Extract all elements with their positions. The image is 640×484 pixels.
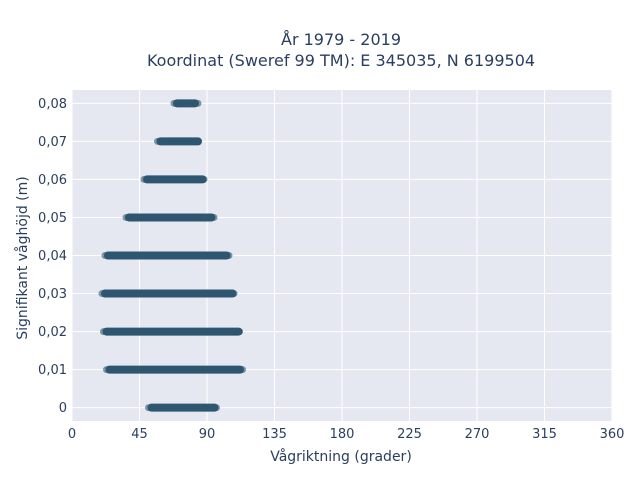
y-tick-label: 0,03 xyxy=(38,287,67,302)
point-band xyxy=(145,403,220,412)
data-point xyxy=(225,252,233,259)
chart-title-line1: År 1979 - 2019 xyxy=(281,30,401,49)
x-tick-label: 270 xyxy=(465,427,490,442)
points-layer xyxy=(98,99,246,412)
x-axis-label: Vågriktning (grader) xyxy=(270,448,412,465)
data-point xyxy=(239,366,246,374)
y-axis-label: Signifikant våghöjd (m) xyxy=(14,176,31,339)
x-tick-label: 45 xyxy=(131,427,148,442)
chart-title-line2: Koordinat (Sweref 99 TM): E 345035, N 61… xyxy=(147,51,535,70)
point-band xyxy=(98,289,238,298)
data-point xyxy=(194,99,202,107)
x-tick-label: 225 xyxy=(397,427,422,442)
y-tick-label: 0,06 xyxy=(38,173,67,188)
grid-layer xyxy=(71,90,613,421)
x-tick-label: 360 xyxy=(600,427,625,442)
y-tick-label: 0,02 xyxy=(38,325,67,340)
x-tick-label: 315 xyxy=(532,427,557,442)
y-tick-label: 0,07 xyxy=(38,135,67,150)
x-tick-label: 135 xyxy=(262,427,287,442)
y-axis-ticks: 0 0,01 0,02 0,03 0,04 0,05 0,06 0,07 0,08 xyxy=(38,97,67,416)
point-band xyxy=(170,99,202,108)
x-tick-label: 180 xyxy=(330,427,355,442)
y-tick-label: 0,04 xyxy=(38,249,67,264)
x-tick-label: 90 xyxy=(199,427,216,442)
point-band xyxy=(122,213,218,222)
data-point xyxy=(194,137,201,145)
point-band xyxy=(103,365,246,374)
point-band xyxy=(100,327,243,336)
data-point xyxy=(213,404,220,412)
y-tick-label: 0,01 xyxy=(38,363,67,378)
x-axis-ticks: 0 45 90 135 180 225 270 315 360 xyxy=(68,427,625,442)
data-point xyxy=(200,175,208,183)
data-point xyxy=(210,213,218,221)
y-tick-label: 0,05 xyxy=(38,211,67,226)
data-point xyxy=(236,328,243,336)
point-band xyxy=(154,137,202,146)
y-tick-label: 0,08 xyxy=(38,97,67,112)
x-tick-label: 0 xyxy=(68,427,76,442)
point-band xyxy=(101,251,233,260)
point-band xyxy=(140,175,208,184)
data-point xyxy=(230,290,238,298)
y-tick-label: 0 xyxy=(59,401,67,416)
